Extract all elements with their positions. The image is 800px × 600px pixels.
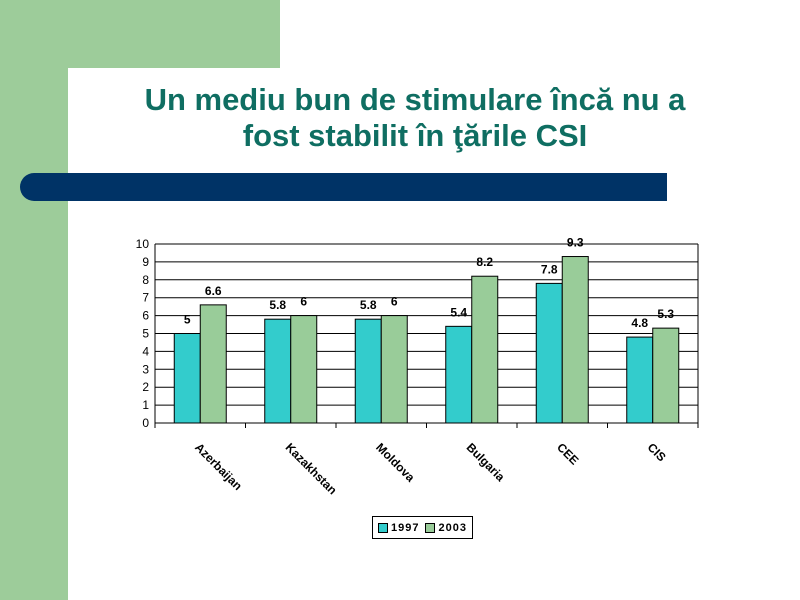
y-tick-label-9: 9: [142, 255, 149, 269]
data-label-1997-bulgaria: 5.4: [450, 305, 467, 319]
data-label-2003-cis: 5.3: [657, 307, 674, 321]
title-underline-band: [20, 173, 667, 201]
slide-title: Un mediu bun de stimulare încă nu a fost…: [90, 82, 740, 154]
bar-1997-moldova: [354, 318, 382, 424]
bar-1997-cee: [535, 282, 563, 424]
bar-2003-azerbaijan: [199, 304, 227, 424]
left-accent-bar: [0, 0, 68, 600]
data-label-1997-cis: 4.8: [631, 316, 648, 330]
y-tick-label-10: 10: [136, 237, 150, 251]
slide-title-line-2: fost stabilit în ţările CSI: [242, 118, 588, 153]
data-label-2003-cee: 9.3: [567, 236, 584, 250]
y-tick-label-2: 2: [142, 380, 149, 394]
y-tick-label-5: 5: [142, 327, 149, 341]
legend-item-1997: 1997: [378, 522, 419, 534]
bar-2003-cee: [561, 256, 589, 424]
data-label-1997-kazakhstan: 5.8: [269, 298, 286, 312]
y-tick-label-4: 4: [142, 344, 149, 358]
y-tick-label-7: 7: [142, 291, 149, 305]
y-tick-label-3: 3: [142, 362, 149, 376]
bar-chart: 0 1 2 3 4 5 6 7 8 9 10 5 6.6 Azerbaijan 5.8 6 Kazakhstan…: [136, 236, 699, 497]
legend-swatch-2003: [425, 522, 436, 533]
data-label-2003-moldova: 6: [391, 295, 398, 309]
top-accent-bar: [0, 0, 280, 68]
bar-2003-bulgaria: [471, 275, 499, 424]
y-tick-label-0: 0: [142, 416, 149, 430]
data-label-1997-azerbaijan: 5: [184, 313, 191, 327]
data-label-1997-moldova: 5.8: [360, 298, 377, 312]
x-tick-label-moldova: Moldova: [373, 440, 418, 485]
bar-2003-cis: [652, 327, 680, 424]
legend-label-2003: 2003: [438, 521, 467, 534]
legend-item-2003: 2003: [425, 522, 466, 534]
bar-1997-cis: [626, 336, 654, 424]
y-tick-label-6: 6: [142, 309, 149, 323]
x-tick-label-cis: CIS: [645, 440, 669, 464]
bar-1997-kazakhstan: [264, 318, 292, 424]
data-label-2003-azerbaijan: 6.6: [205, 284, 222, 298]
legend-swatch-1997: [378, 522, 388, 533]
data-label-2003-bulgaria: 8.2: [476, 255, 493, 269]
legend-label-1997: 1997: [391, 521, 420, 534]
bar-2003-kazakhstan: [290, 315, 318, 424]
x-tick-label-bulgaria: Bulgaria: [464, 440, 508, 484]
y-tick-label-8: 8: [142, 273, 149, 287]
x-tick-label-azerbaijan: Azerbaijan: [192, 440, 245, 493]
data-label-2003-kazakhstan: 6: [300, 295, 307, 309]
bar-1997-bulgaria: [445, 325, 473, 424]
x-tick-label-cee: CEE: [554, 440, 581, 467]
slide-title-line-1: Un mediu bun de stimulare încă nu a: [144, 82, 686, 117]
data-label-1997-cee: 7.8: [541, 262, 558, 276]
y-tick-label-1: 1: [142, 398, 149, 412]
chart-legend: 1997 2003: [372, 516, 473, 539]
x-tick-label-kazakhstan: Kazakhstan: [283, 440, 340, 497]
bar-2003-moldova: [380, 315, 408, 424]
bar-1997-azerbaijan: [173, 333, 201, 424]
